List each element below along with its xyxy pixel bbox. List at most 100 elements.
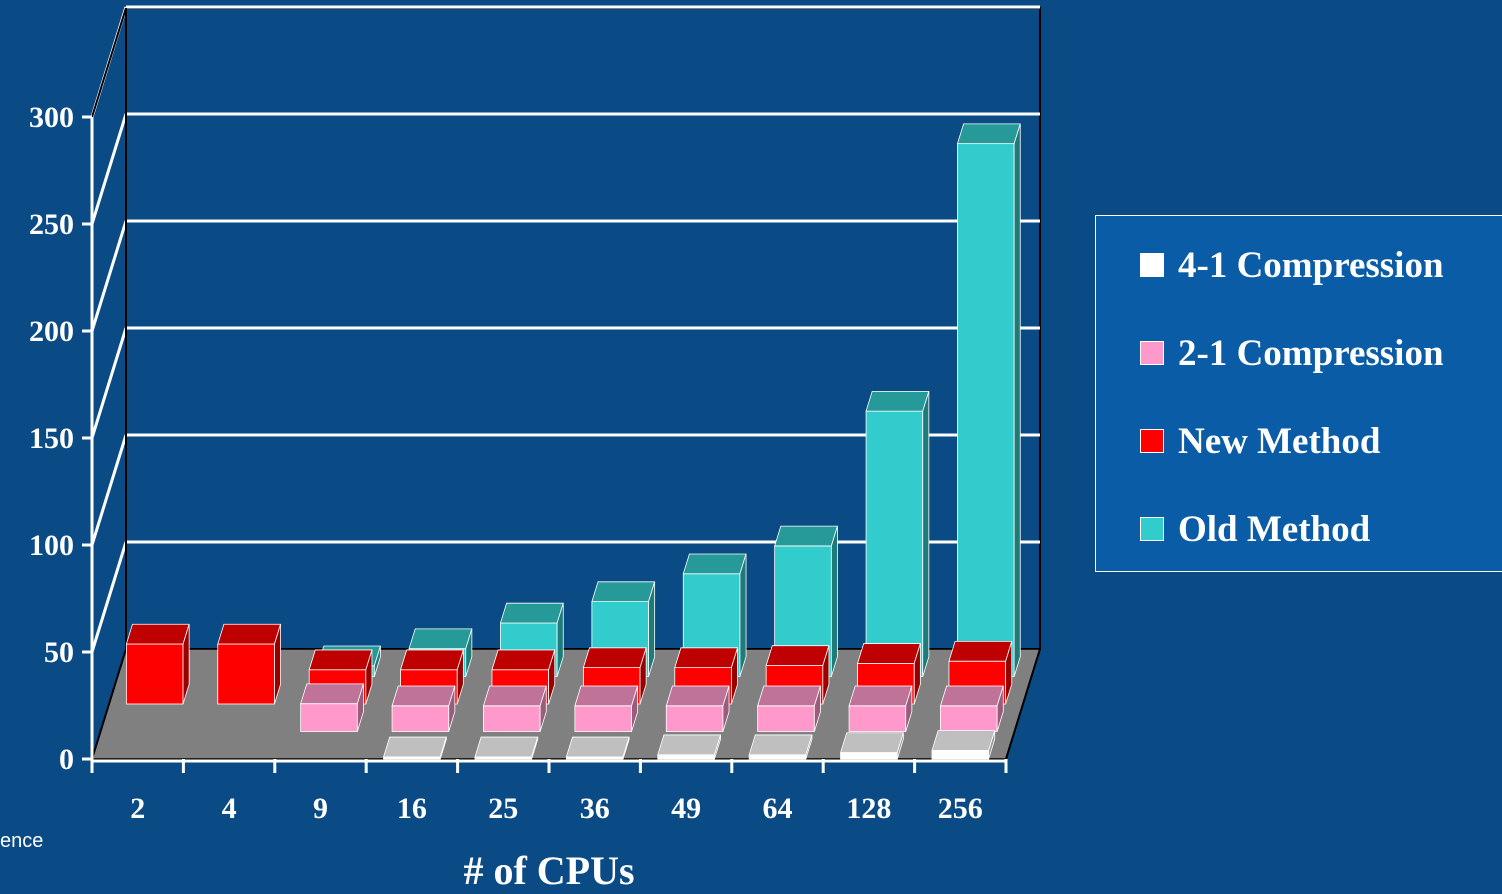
bar-side [182,624,190,705]
bar-side [356,683,364,732]
bar-top [574,685,639,707]
bar-side [739,553,747,677]
bar-top [491,649,556,671]
legend-swatch-2-1-compression [1140,341,1164,365]
bar-side [531,736,539,760]
x-tick-label: 4 [222,792,237,825]
bar-side [1013,123,1021,677]
bar-side [448,685,456,732]
bar-front [574,705,632,732]
bar-side [274,624,281,705]
y-axis-top-edge [91,7,127,118]
gridline-side [90,220,128,332]
bar-side [714,734,721,760]
y-tick-label: 100 [29,529,74,562]
legend-swatch-old-method [1140,517,1164,541]
bar-front [665,705,724,732]
bar-side [539,685,547,732]
gridline-side [90,113,128,225]
bar-top [391,685,456,707]
bar-top [308,649,373,671]
bar-top [474,736,539,758]
bar-side [373,645,381,677]
bar-top [665,685,730,707]
legend-label-2-1-compression: 2-1 Compression [1178,332,1444,374]
bar-front [940,705,998,732]
bar-side [822,645,830,705]
legend-item-old-method: Old Method [1140,508,1371,550]
bar-top [125,623,190,645]
footer-text-fragment: ence [0,830,44,852]
bar-top [848,685,913,707]
bar-top [582,647,647,669]
bar-top [956,123,1021,145]
bar-side [639,647,647,705]
floor-right-edge [1005,648,1041,760]
x-axis-title: # of CPUs [463,848,634,893]
bar-top [482,685,547,707]
bar-front [931,750,990,760]
bar-top [499,602,564,624]
y-tick-label: 50 [44,636,74,669]
bar-top [748,734,813,756]
gridline-side [90,434,128,546]
bar-top [774,525,838,547]
x-tick-label: 64 [763,792,793,825]
legend-item-2-1-compression: 2-1 Compression [1140,332,1444,374]
bar-side [631,685,639,732]
bar-side [556,603,564,677]
bar-side [648,581,656,677]
bar-top [300,683,364,705]
bar-top [757,685,821,707]
bar-top [408,628,473,650]
bar-top [857,643,921,664]
bar-front [300,703,358,732]
bar-side [905,685,913,732]
legend-swatch-new-method [1140,429,1164,453]
bar-side [548,649,556,705]
y-tick-label: 250 [29,208,74,241]
x-tick-label: 25 [488,792,518,825]
bar-side [988,730,996,760]
bar-front [848,705,907,732]
x-tick-label: 9 [313,792,328,825]
x-tick-label: 2 [130,792,145,825]
x-tick-label: 36 [580,792,610,825]
legend-item-new-method: New Method [1140,420,1381,462]
legend-label-new-method: New Method [1178,420,1381,462]
bar-top [682,553,747,575]
bar-front [957,143,1015,677]
bar-top [674,647,739,669]
bar-front [757,705,815,732]
bar-side [996,685,1004,732]
legend-swatch-4-1-compression [1140,253,1164,277]
bar-top [400,649,464,671]
y-tick-label: 0 [59,743,74,776]
bar-front [865,410,924,677]
bar-front [125,643,184,705]
x-tick-label: 16 [397,792,427,825]
bar-top [939,685,1004,707]
bar-side [913,643,921,705]
bar-side [439,736,447,760]
bar-top [765,645,830,666]
bar-side [722,685,730,732]
bar-front [840,752,898,760]
bar-side [896,732,904,760]
gridline-side [90,327,128,439]
bar-side [465,628,473,677]
legend-label-old-method: Old Method [1178,508,1371,550]
bar-side [1005,641,1013,705]
gridline-side [90,541,128,653]
bar-top [840,732,904,753]
x-tick-label: 256 [938,792,983,825]
bar-top [591,581,656,602]
bar-top [865,390,930,412]
bar-top [383,736,447,758]
bar-side [813,685,821,732]
bar-side [731,647,738,705]
bar-top [657,734,722,756]
bar-top [217,623,282,645]
bar-side [805,734,813,760]
